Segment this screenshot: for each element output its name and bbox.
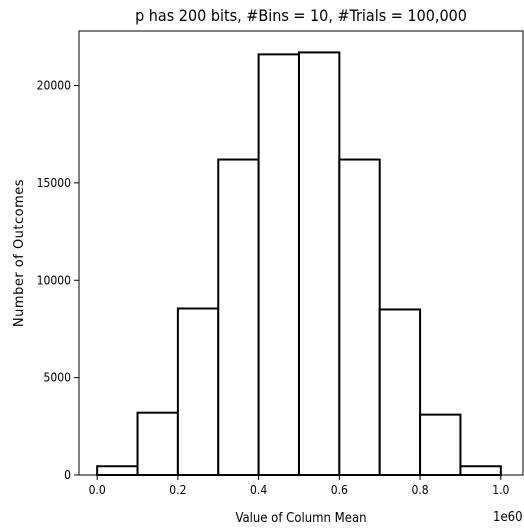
y-tick-label: 20000	[37, 79, 71, 93]
histogram-bar	[459, 465, 502, 477]
x-tick-label: 0.8	[411, 483, 428, 497]
y-tick-label: 10000	[37, 273, 71, 287]
x-tick-label: 0.2	[169, 483, 186, 497]
histogram-bar	[96, 465, 139, 477]
x-axis-ticks: 0.0 0.2 0.4 0.6 0.8 1.0	[89, 475, 510, 497]
y-tick-label: 0	[64, 468, 71, 482]
x-tick-label: 1.0	[492, 483, 509, 497]
x-tick-label: 0.4	[250, 483, 267, 497]
histogram-bar	[419, 413, 462, 477]
y-axis-label: Number of Outcomes	[12, 179, 27, 327]
histogram-bars	[96, 51, 502, 477]
y-axis-ticks: 0 5000 10000 15000 20000	[37, 79, 79, 482]
chart-title: p has 200 bits, #Bins = 10, #Trials = 10…	[135, 6, 467, 25]
x-tick-label: 0.0	[89, 483, 106, 497]
x-axis-offset-label: 1e60	[493, 510, 523, 525]
histogram-bar	[338, 158, 381, 477]
histogram-bar	[176, 307, 220, 476]
histogram-bar	[136, 411, 179, 476]
histogram-bar	[297, 51, 341, 476]
histogram-bar	[378, 308, 422, 477]
x-axis-label: Value of Column Mean	[235, 511, 366, 526]
histogram-bar	[217, 158, 260, 477]
plot-frame	[78, 30, 524, 476]
y-tick-label: 15000	[37, 176, 71, 190]
histogram-bar	[257, 53, 300, 477]
x-tick-label: 0.6	[331, 483, 348, 497]
y-tick-label: 5000	[44, 371, 72, 385]
